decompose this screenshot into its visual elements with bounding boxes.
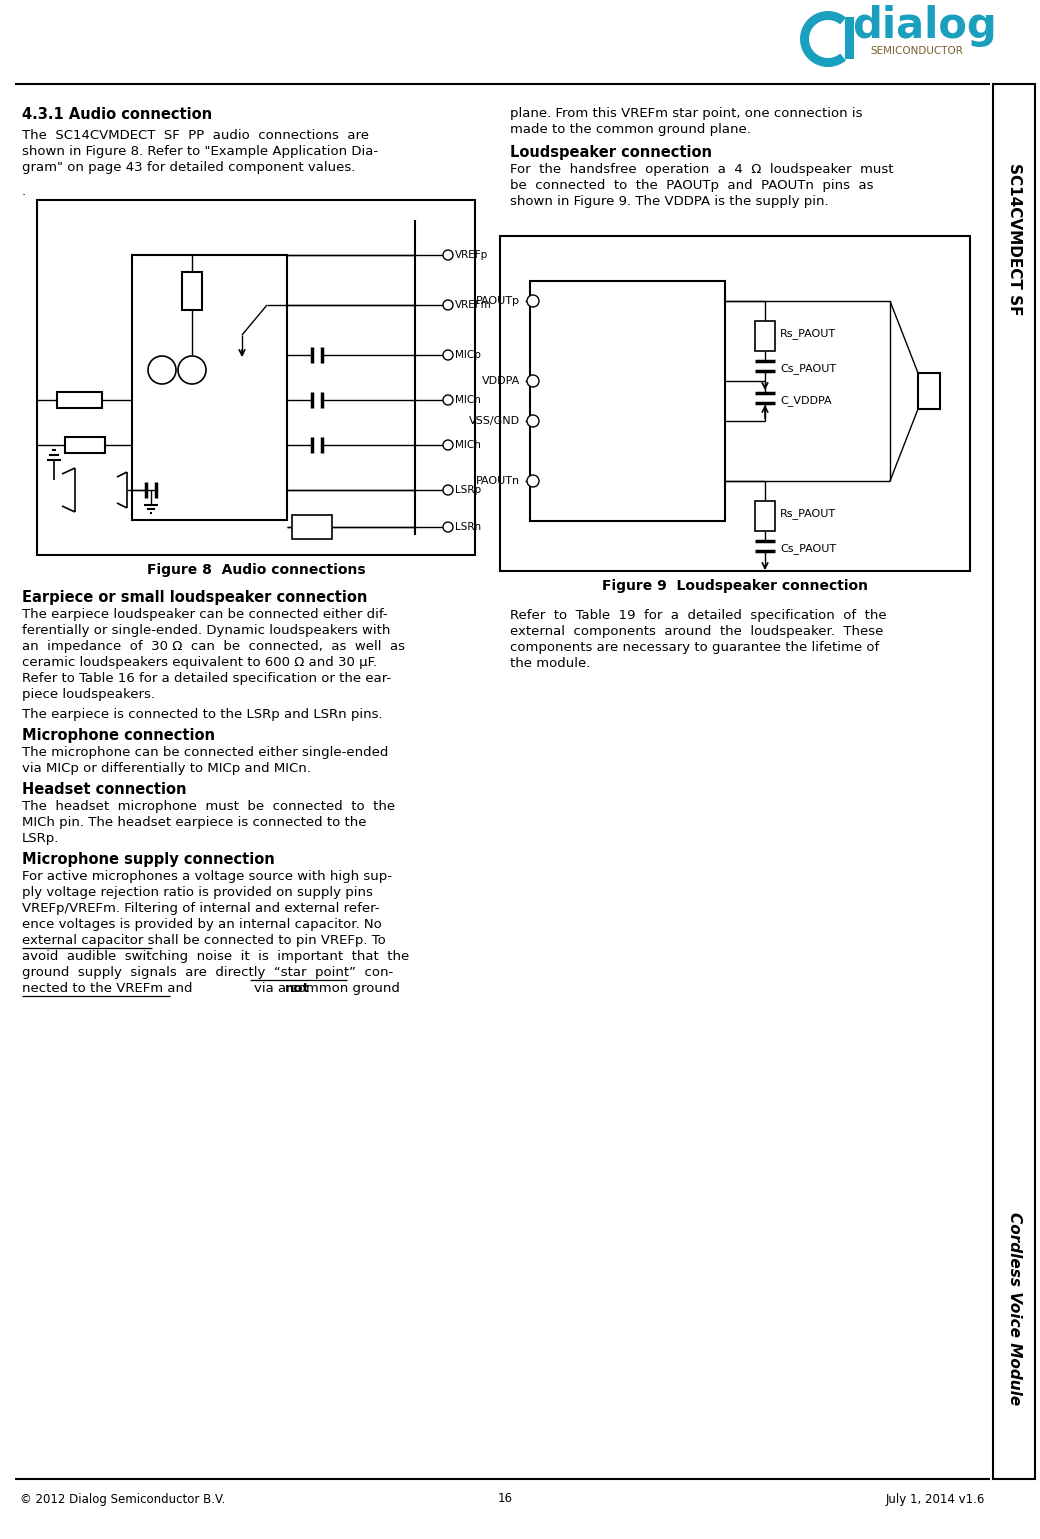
Bar xyxy=(755,502,775,531)
Text: July 1, 2014 v1.6: July 1, 2014 v1.6 xyxy=(886,1493,985,1505)
Text: MICh pin. The headset earpiece is connected to the: MICh pin. The headset earpiece is connec… xyxy=(22,816,366,830)
Text: via MICp or differentially to MICp and MICn.: via MICp or differentially to MICp and M… xyxy=(22,762,311,776)
Text: Rs_PAOUT: Rs_PAOUT xyxy=(780,328,836,340)
Text: dialog: dialog xyxy=(852,5,996,48)
Text: The earpiece loudspeaker can be connected either dif-: The earpiece loudspeaker can be connecte… xyxy=(22,608,388,622)
Text: shown in Figure 8. Refer to "Example Application Dia-: shown in Figure 8. Refer to "Example App… xyxy=(22,145,379,159)
Text: VDDPA: VDDPA xyxy=(482,376,520,386)
Text: ence voltages is provided by an internal capacitor. No: ence voltages is provided by an internal… xyxy=(22,917,382,931)
Text: Earpiece or small loudspeaker connection: Earpiece or small loudspeaker connection xyxy=(22,589,367,605)
Bar xyxy=(530,282,725,522)
Text: be  connected  to  the  PAOUTp  and  PAOUTn  pins  as: be connected to the PAOUTp and PAOUTn pi… xyxy=(510,179,874,192)
Text: SEMICONDUCTOR: SEMICONDUCTOR xyxy=(870,46,963,55)
Text: ceramic loudspeakers equivalent to 600 Ω and 30 μF.: ceramic loudspeakers equivalent to 600 Ω… xyxy=(22,656,378,669)
Text: Figure 9  Loudspeaker connection: Figure 9 Loudspeaker connection xyxy=(602,579,868,593)
Bar xyxy=(37,200,475,556)
Polygon shape xyxy=(103,477,116,503)
Text: Rs_PAOUT: Rs_PAOUT xyxy=(780,508,836,520)
Text: Microphone connection: Microphone connection xyxy=(22,728,215,743)
Text: LSRn: LSRn xyxy=(456,522,482,532)
Text: ferentially or single-ended. Dynamic loudspeakers with: ferentially or single-ended. Dynamic lou… xyxy=(22,623,390,637)
Text: The microphone can be connected either single-ended: The microphone can be connected either s… xyxy=(22,746,388,759)
Text: Cordless Voice Module: Cordless Voice Module xyxy=(1007,1213,1021,1405)
Text: VSS/GND: VSS/GND xyxy=(469,416,520,426)
Circle shape xyxy=(443,300,453,309)
Circle shape xyxy=(178,356,206,385)
Text: For  the  handsfree  operation  a  4  Ω  loudspeaker  must: For the handsfree operation a 4 Ω loudsp… xyxy=(510,163,893,175)
Text: ground  supply  signals  are  directly  “star  point”  con-: ground supply signals are directly “star… xyxy=(22,966,393,979)
Bar xyxy=(182,272,202,309)
Circle shape xyxy=(443,440,453,449)
Text: LSRp.: LSRp. xyxy=(22,833,59,845)
Text: Cs_PAOUT: Cs_PAOUT xyxy=(780,543,836,554)
Text: SC14CVMDECT SF: SC14CVMDECT SF xyxy=(1007,163,1021,315)
Circle shape xyxy=(527,376,539,386)
Text: © 2012 Dialog Semiconductor B.V.: © 2012 Dialog Semiconductor B.V. xyxy=(20,1493,226,1505)
Bar xyxy=(993,85,1035,1479)
Text: VREFp/VREFm. Filtering of internal and external refer-: VREFp/VREFm. Filtering of internal and e… xyxy=(22,902,380,916)
Text: made to the common ground plane.: made to the common ground plane. xyxy=(510,123,751,135)
Text: not: not xyxy=(285,982,310,996)
Polygon shape xyxy=(940,359,966,423)
Text: VREFm: VREFm xyxy=(456,300,492,309)
Text: PAOUTp: PAOUTp xyxy=(476,295,520,306)
Text: external capacitor shall be connected to pin VREFp. To: external capacitor shall be connected to… xyxy=(22,934,386,946)
Circle shape xyxy=(443,522,453,532)
Circle shape xyxy=(443,485,453,496)
Text: .: . xyxy=(22,185,26,199)
Text: the module.: the module. xyxy=(510,657,591,669)
Bar xyxy=(755,322,775,351)
Bar xyxy=(132,255,287,520)
Text: For active microphones a voltage source with high sup-: For active microphones a voltage source … xyxy=(22,870,392,883)
Text: 4.3.1 Audio connection: 4.3.1 Audio connection xyxy=(22,108,212,122)
Text: Figure 8  Audio connections: Figure 8 Audio connections xyxy=(147,563,365,577)
Text: nected to the VREFm and      via a common ground: nected to the VREFm and via a common gro… xyxy=(22,982,399,996)
Text: The earpiece is connected to the LSRp and LSRn pins.: The earpiece is connected to the LSRp an… xyxy=(22,708,383,720)
Text: Loudspeaker connection: Loudspeaker connection xyxy=(510,145,712,160)
Text: Refer  to  Table  19  for  a  detailed  specification  of  the: Refer to Table 19 for a detailed specifi… xyxy=(510,609,887,622)
Bar xyxy=(64,437,105,452)
Text: LSRp: LSRp xyxy=(456,485,482,496)
Circle shape xyxy=(148,356,176,385)
Text: MICh: MICh xyxy=(456,440,480,449)
Text: components are necessary to guarantee the lifetime of: components are necessary to guarantee th… xyxy=(510,642,879,654)
Circle shape xyxy=(443,349,453,360)
Text: piece loudspeakers.: piece loudspeakers. xyxy=(22,688,155,700)
Circle shape xyxy=(527,416,539,426)
Circle shape xyxy=(527,476,539,486)
Text: The  headset  microphone  must  be  connected  to  the: The headset microphone must be connected… xyxy=(22,800,395,813)
Text: VREFp: VREFp xyxy=(456,249,488,260)
Bar xyxy=(918,372,940,409)
Circle shape xyxy=(527,295,539,306)
Bar xyxy=(500,235,970,571)
Text: 16: 16 xyxy=(497,1493,513,1505)
Text: Cs_PAOUT: Cs_PAOUT xyxy=(780,363,836,374)
Text: an  impedance  of  30 Ω  can  be  connected,  as  well  as: an impedance of 30 Ω can be connected, a… xyxy=(22,640,405,653)
Bar xyxy=(57,392,102,408)
Circle shape xyxy=(443,249,453,260)
Text: C_VDDPA: C_VDDPA xyxy=(780,396,832,406)
Text: gram" on page 43 for detailed component values.: gram" on page 43 for detailed component … xyxy=(22,162,356,174)
Bar xyxy=(292,516,332,539)
Text: shown in Figure 9. The VDDPA is the supply pin.: shown in Figure 9. The VDDPA is the supp… xyxy=(510,195,829,208)
Wedge shape xyxy=(800,11,846,68)
Text: PAOUTn: PAOUTn xyxy=(476,476,520,486)
Circle shape xyxy=(443,396,453,405)
Text: MICn: MICn xyxy=(456,396,480,405)
Text: Microphone supply connection: Microphone supply connection xyxy=(22,853,275,866)
Text: external  components  around  the  loudspeaker.  These: external components around the loudspeak… xyxy=(510,625,883,639)
Text: The  SC14CVMDECT  SF  PP  audio  connections  are: The SC14CVMDECT SF PP audio connections … xyxy=(22,129,369,142)
Text: ply voltage rejection ratio is provided on supply pins: ply voltage rejection ratio is provided … xyxy=(22,886,373,899)
Text: Refer to Table 16 for a detailed specification or the ear-: Refer to Table 16 for a detailed specifi… xyxy=(22,673,391,685)
Text: MICp: MICp xyxy=(456,349,480,360)
Text: plane. From this VREFm star point, one connection is: plane. From this VREFm star point, one c… xyxy=(510,108,862,120)
Text: avoid  audible  switching  noise  it  is  important  that  the: avoid audible switching noise it is impo… xyxy=(22,950,410,963)
Bar xyxy=(844,17,854,58)
Text: Headset connection: Headset connection xyxy=(22,782,186,797)
Polygon shape xyxy=(47,474,62,506)
